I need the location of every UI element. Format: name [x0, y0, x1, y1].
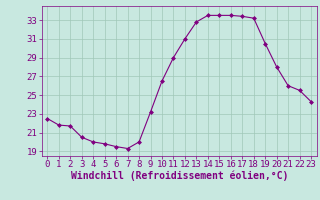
X-axis label: Windchill (Refroidissement éolien,°C): Windchill (Refroidissement éolien,°C) — [70, 171, 288, 181]
